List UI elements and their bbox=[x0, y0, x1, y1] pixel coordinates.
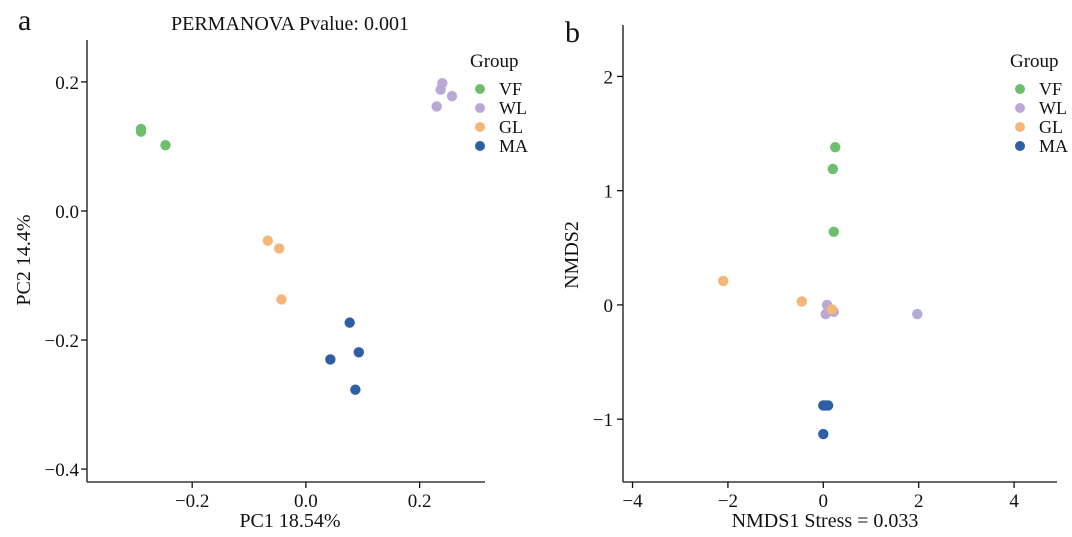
point-gl bbox=[826, 304, 838, 315]
y-tick-label: −0.4 bbox=[45, 460, 80, 481]
point-ma bbox=[818, 428, 829, 440]
point-vf bbox=[828, 226, 839, 237]
point-vf bbox=[135, 126, 147, 137]
panel-b-y-label: NMDS2 bbox=[561, 221, 583, 289]
x-tick-label: 0.0 bbox=[294, 491, 318, 512]
panel-a-y-label: PC2 14.4% bbox=[13, 214, 35, 305]
legend-label-ma: MA bbox=[499, 136, 528, 156]
point-wl bbox=[431, 101, 442, 112]
y-tick-label: 1 bbox=[604, 182, 614, 203]
panel-b: b NMDS1 Stress = 0.033 NMDS2 −4 −2 0 2 4 −1 0 1… bbox=[561, 16, 1068, 532]
panel-a-x-label: PC1 18.54% bbox=[239, 510, 340, 532]
legend-label-gl: GL bbox=[1039, 117, 1063, 137]
legend-label-vf: VF bbox=[1039, 79, 1062, 99]
panel-a-ticks: −0.2 0.0 0.2 −0.4 −0.2 0.0 0.2 bbox=[45, 40, 485, 512]
legend-key-gl bbox=[1015, 122, 1025, 132]
legend-key-wl bbox=[475, 103, 485, 113]
panel-a-label: a bbox=[18, 4, 31, 37]
x-tick-label: −2 bbox=[718, 491, 738, 512]
panel-b-points bbox=[717, 142, 923, 440]
point-ma bbox=[820, 400, 831, 411]
y-tick-label: 0.2 bbox=[55, 73, 79, 94]
point-ma bbox=[353, 347, 364, 358]
legend-label-wl: WL bbox=[499, 98, 527, 118]
x-tick-label: −4 bbox=[622, 491, 643, 512]
y-tick-label: −1 bbox=[593, 410, 613, 431]
point-gl bbox=[717, 275, 729, 287]
point-wl bbox=[435, 84, 446, 95]
point-ma bbox=[344, 317, 355, 328]
panel-a: a PERMANOVA Pvalue: 0.001 PC1 18.54% PC2… bbox=[13, 4, 528, 532]
x-tick-label: 0.2 bbox=[408, 491, 432, 512]
legend-key-ma bbox=[1015, 141, 1025, 151]
y-tick-label: 2 bbox=[604, 67, 614, 88]
legend-label-wl: WL bbox=[1039, 98, 1067, 118]
panel-b-x-label: NMDS1 Stress = 0.033 bbox=[732, 510, 919, 532]
point-gl bbox=[276, 294, 287, 305]
point-ma bbox=[350, 384, 361, 395]
y-tick-label: 0.0 bbox=[55, 202, 79, 223]
point-vf bbox=[827, 163, 839, 175]
legend-label-vf: VF bbox=[499, 79, 522, 99]
point-gl bbox=[262, 235, 274, 246]
legend-key-ma bbox=[475, 141, 485, 151]
point-vf bbox=[830, 142, 841, 153]
point-wl bbox=[912, 308, 923, 320]
panel-b-ticks: −4 −2 0 2 4 −1 0 1 2 bbox=[593, 25, 1057, 512]
x-tick-label: 0 bbox=[819, 491, 829, 512]
legend-key-gl bbox=[475, 122, 485, 132]
point-vf bbox=[160, 139, 171, 151]
legend-label-gl: GL bbox=[499, 117, 523, 137]
y-tick-label: −0.2 bbox=[45, 331, 79, 352]
x-tick-label: −0.2 bbox=[175, 491, 209, 512]
panel-a-points bbox=[135, 78, 458, 395]
point-ma bbox=[325, 354, 336, 365]
legend-title: Group bbox=[470, 51, 519, 72]
point-wl bbox=[446, 90, 458, 102]
legend-key-vf bbox=[475, 84, 485, 94]
legend-key-vf bbox=[1015, 84, 1025, 94]
legend-title: Group bbox=[1010, 51, 1059, 72]
panel-a-title: PERMANOVA Pvalue: 0.001 bbox=[171, 13, 409, 35]
legend-key-wl bbox=[1015, 103, 1025, 113]
panel-b-label: b bbox=[565, 16, 580, 49]
x-tick-label: 4 bbox=[1009, 491, 1019, 512]
point-gl bbox=[796, 296, 808, 307]
x-tick-label: 2 bbox=[914, 491, 924, 512]
legend-label-ma: MA bbox=[1039, 136, 1068, 156]
y-tick-label: 0 bbox=[604, 296, 614, 317]
point-gl bbox=[273, 243, 285, 254]
